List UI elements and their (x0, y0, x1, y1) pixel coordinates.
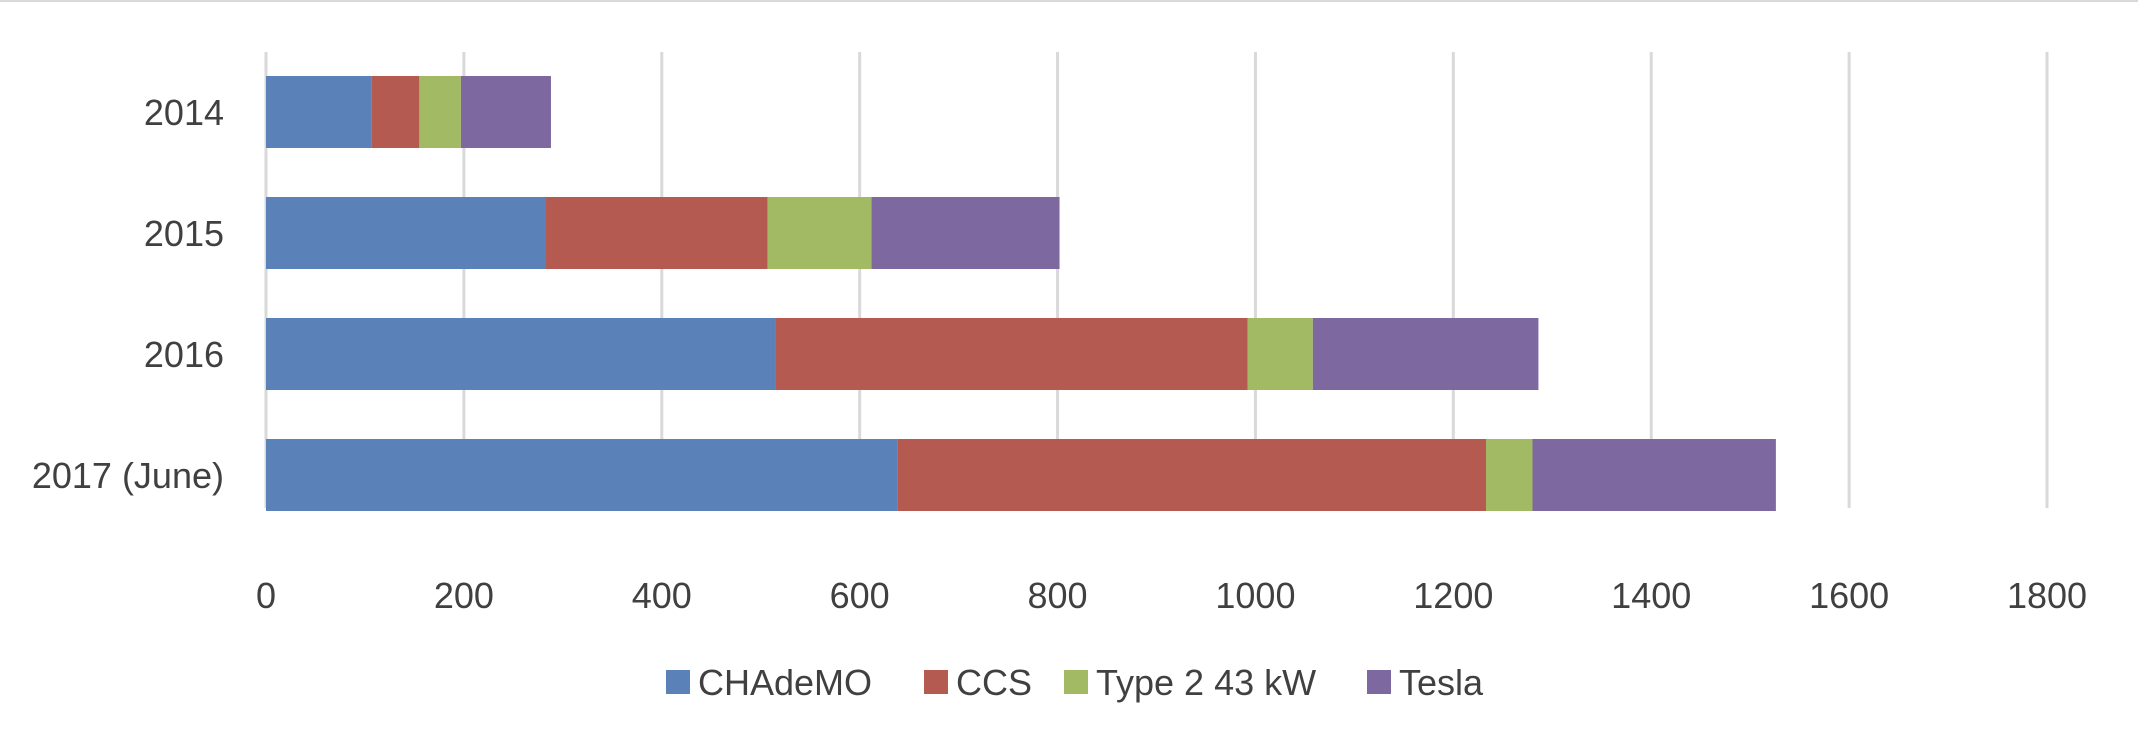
x-tick-label: 400 (632, 575, 692, 616)
legend-label: CHAdeMO (698, 662, 872, 703)
bar-tesla-2014 (460, 76, 551, 148)
bar-type-2-43-kw-2017-june (1485, 439, 1533, 511)
bar-chademo-2014 (266, 76, 372, 148)
bar-type-2-43-kw-2014 (419, 76, 461, 148)
x-tick-label: 800 (1028, 575, 1088, 616)
x-tick-label: 0 (256, 575, 276, 616)
bar-tesla-2017-june (1532, 439, 1776, 511)
x-tick-label: 1800 (2007, 575, 2087, 616)
x-tick-label: 1000 (1215, 575, 1295, 616)
x-tick-labels: 0 200 400 600 800 1000 1200 1400 1600 1800 (256, 575, 2087, 616)
x-tick-label: 600 (830, 575, 890, 616)
legend-swatch-chademo (666, 670, 690, 694)
x-tick-label: 1600 (1809, 575, 1889, 616)
legend-swatch-tesla (1367, 670, 1391, 694)
x-tick-label: 1400 (1611, 575, 1691, 616)
bar-tesla-2015 (871, 197, 1060, 269)
category-label: 2017 (June) (32, 455, 224, 496)
legend-swatch-type-2-43-kw (1064, 670, 1088, 694)
bar-ccs-2015 (546, 197, 768, 269)
bar-ccs-2016 (775, 318, 1248, 390)
category-label: 2015 (144, 213, 224, 254)
x-tick-label: 200 (434, 575, 494, 616)
category-labels: 2014 2015 2016 2017 (June) (32, 92, 224, 496)
bar-tesla-2016 (1312, 318, 1539, 390)
legend-label: Tesla (1399, 662, 1484, 703)
bar-ccs-2014 (371, 76, 420, 148)
legend: CHAdeMO CCS Type 2 43 kW Tesla (666, 662, 1484, 703)
legend-swatch-ccs (924, 670, 948, 694)
legend-label: Type 2 43 kW (1096, 662, 1316, 703)
bars (266, 76, 1776, 511)
bar-ccs-2017-june (897, 439, 1486, 511)
bar-type-2-43-kw-2016 (1247, 318, 1313, 390)
legend-label: CCS (956, 662, 1032, 703)
bar-chademo-2017-june (266, 439, 898, 511)
category-label: 2014 (144, 92, 224, 133)
bar-chademo-2015 (266, 197, 547, 269)
category-label: 2016 (144, 334, 224, 375)
bar-chademo-2016 (266, 318, 776, 390)
bar-type-2-43-kw-2015 (767, 197, 872, 269)
x-tick-label: 1200 (1413, 575, 1493, 616)
